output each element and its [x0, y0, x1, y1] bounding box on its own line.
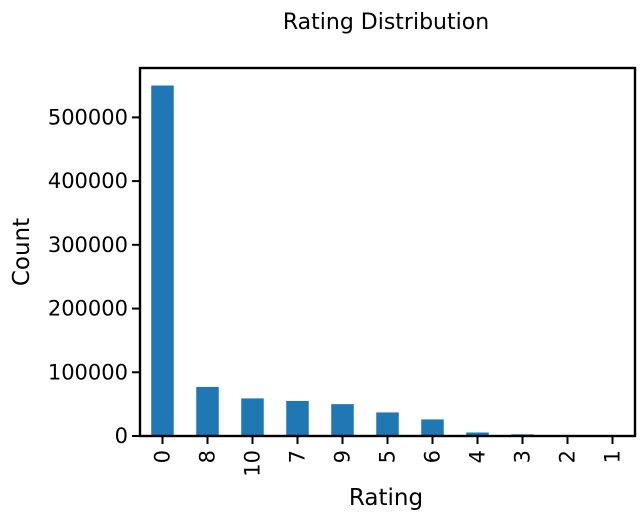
y-ticks-group: 0 100000 200000 300000 400000 500000	[48, 105, 140, 448]
y-tick-label: 500000	[48, 105, 128, 129]
bar-10	[241, 398, 264, 436]
x-tick-label: 10	[241, 450, 265, 477]
x-tick-label: 5	[376, 450, 400, 463]
bar-7	[286, 400, 309, 436]
bar-9	[331, 404, 354, 436]
x-tick-label: 0	[151, 450, 175, 463]
bar-6	[421, 419, 444, 436]
x-tick-label: 6	[421, 450, 445, 463]
x-tick-label: 7	[286, 450, 310, 463]
bars-group	[151, 85, 624, 437]
y-tick-label: 0	[115, 424, 128, 448]
x-tick-label: 2	[556, 450, 580, 463]
y-tick-label: 300000	[48, 233, 128, 257]
bar-5	[376, 412, 399, 436]
plot-frame	[138, 66, 637, 438]
bar-8	[196, 386, 219, 436]
x-tick-label: 9	[331, 450, 355, 463]
x-ticks-group: 0 8 10 7 9 5 6 4 3 2 1	[151, 436, 625, 477]
chart-title: Rating Distribution	[283, 10, 489, 35]
bar-4	[466, 432, 489, 436]
x-tick-label: 3	[511, 450, 535, 463]
bar-0	[151, 85, 174, 437]
y-axis-label: Count	[9, 218, 35, 286]
y-tick-label: 200000	[48, 297, 128, 321]
x-tick-label: 1	[601, 450, 625, 463]
y-tick-label: 100000	[48, 360, 128, 384]
x-tick-label: 8	[196, 450, 220, 463]
x-axis-label: Rating	[349, 485, 423, 511]
x-tick-label: 4	[466, 450, 490, 463]
y-tick-label: 400000	[48, 169, 128, 193]
